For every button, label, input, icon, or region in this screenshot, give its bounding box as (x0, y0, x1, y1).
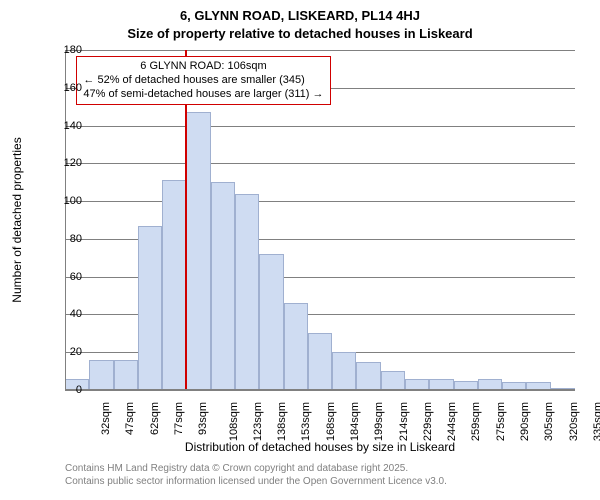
x-tick-label: 108sqm (228, 402, 240, 441)
histogram-bar (138, 226, 162, 390)
y-axis-line (65, 50, 66, 390)
x-tick-label: 199sqm (373, 402, 385, 441)
x-axis-line (65, 389, 575, 390)
annotation-line3: 47% of semi-detached houses are larger (… (83, 88, 323, 102)
histogram-bar (162, 180, 186, 390)
footer-line1: Contains HM Land Registry data © Crown c… (65, 462, 447, 475)
histogram-bar (332, 352, 356, 390)
x-tick-label: 123sqm (252, 402, 264, 441)
x-tick-label: 62sqm (149, 402, 161, 435)
y-tick-label: 40 (57, 308, 82, 320)
x-tick-label: 77sqm (173, 402, 185, 435)
x-tick-label: 229sqm (422, 402, 434, 441)
plot-area: 6 GLYNN ROAD: 106sqm ← 52% of detached h… (65, 50, 575, 390)
y-tick-label: 140 (57, 120, 82, 132)
x-tick-label: 259sqm (471, 402, 483, 441)
x-tick-label: 275sqm (495, 402, 507, 441)
chart-title-sub: Size of property relative to detached ho… (0, 26, 600, 41)
x-tick-label: 335sqm (592, 402, 600, 441)
histogram-bar (284, 303, 308, 390)
y-tick-label: 0 (57, 384, 82, 396)
x-tick-label: 138sqm (276, 402, 288, 441)
y-tick-label: 160 (57, 82, 82, 94)
histogram-bar (259, 254, 283, 390)
histogram-bar (186, 112, 210, 390)
footer-attribution: Contains HM Land Registry data © Crown c… (65, 462, 447, 488)
histogram-bar (89, 360, 113, 390)
y-tick-label: 80 (57, 233, 82, 245)
x-tick-label: 214sqm (398, 402, 410, 441)
y-tick-label: 180 (57, 44, 82, 56)
histogram-bar (235, 194, 259, 390)
histogram-bar (114, 360, 138, 390)
histogram-bar (308, 333, 332, 390)
footer-line2: Contains public sector information licen… (65, 475, 447, 488)
x-tick-label: 290sqm (519, 402, 531, 441)
histogram-bar (211, 182, 235, 390)
y-tick-label: 120 (57, 157, 82, 169)
histogram-bar (356, 362, 380, 390)
x-tick-label: 168sqm (325, 402, 337, 441)
x-tick-label: 47sqm (124, 402, 136, 435)
chart-title-main: 6, GLYNN ROAD, LISKEARD, PL14 4HJ (0, 8, 600, 23)
x-axis-label: Distribution of detached houses by size … (65, 440, 575, 454)
x-tick-label: 153sqm (301, 402, 313, 441)
histogram-bar (381, 371, 405, 390)
annotation-line1: 6 GLYNN ROAD: 106sqm (83, 60, 323, 74)
x-tick-label: 184sqm (349, 402, 361, 441)
x-tick-label: 32sqm (100, 402, 112, 435)
y-tick-label: 60 (57, 271, 82, 283)
x-tick-label: 93sqm (197, 402, 209, 435)
annotation-line2: ← 52% of detached houses are smaller (34… (83, 74, 323, 88)
x-tick-label: 244sqm (446, 402, 458, 441)
y-tick-label: 100 (57, 195, 82, 207)
y-tick-label: 20 (57, 346, 82, 358)
annotation-box: 6 GLYNN ROAD: 106sqm ← 52% of detached h… (76, 56, 330, 105)
x-tick-label: 305sqm (543, 402, 555, 441)
x-tick-label: 320sqm (568, 402, 580, 441)
